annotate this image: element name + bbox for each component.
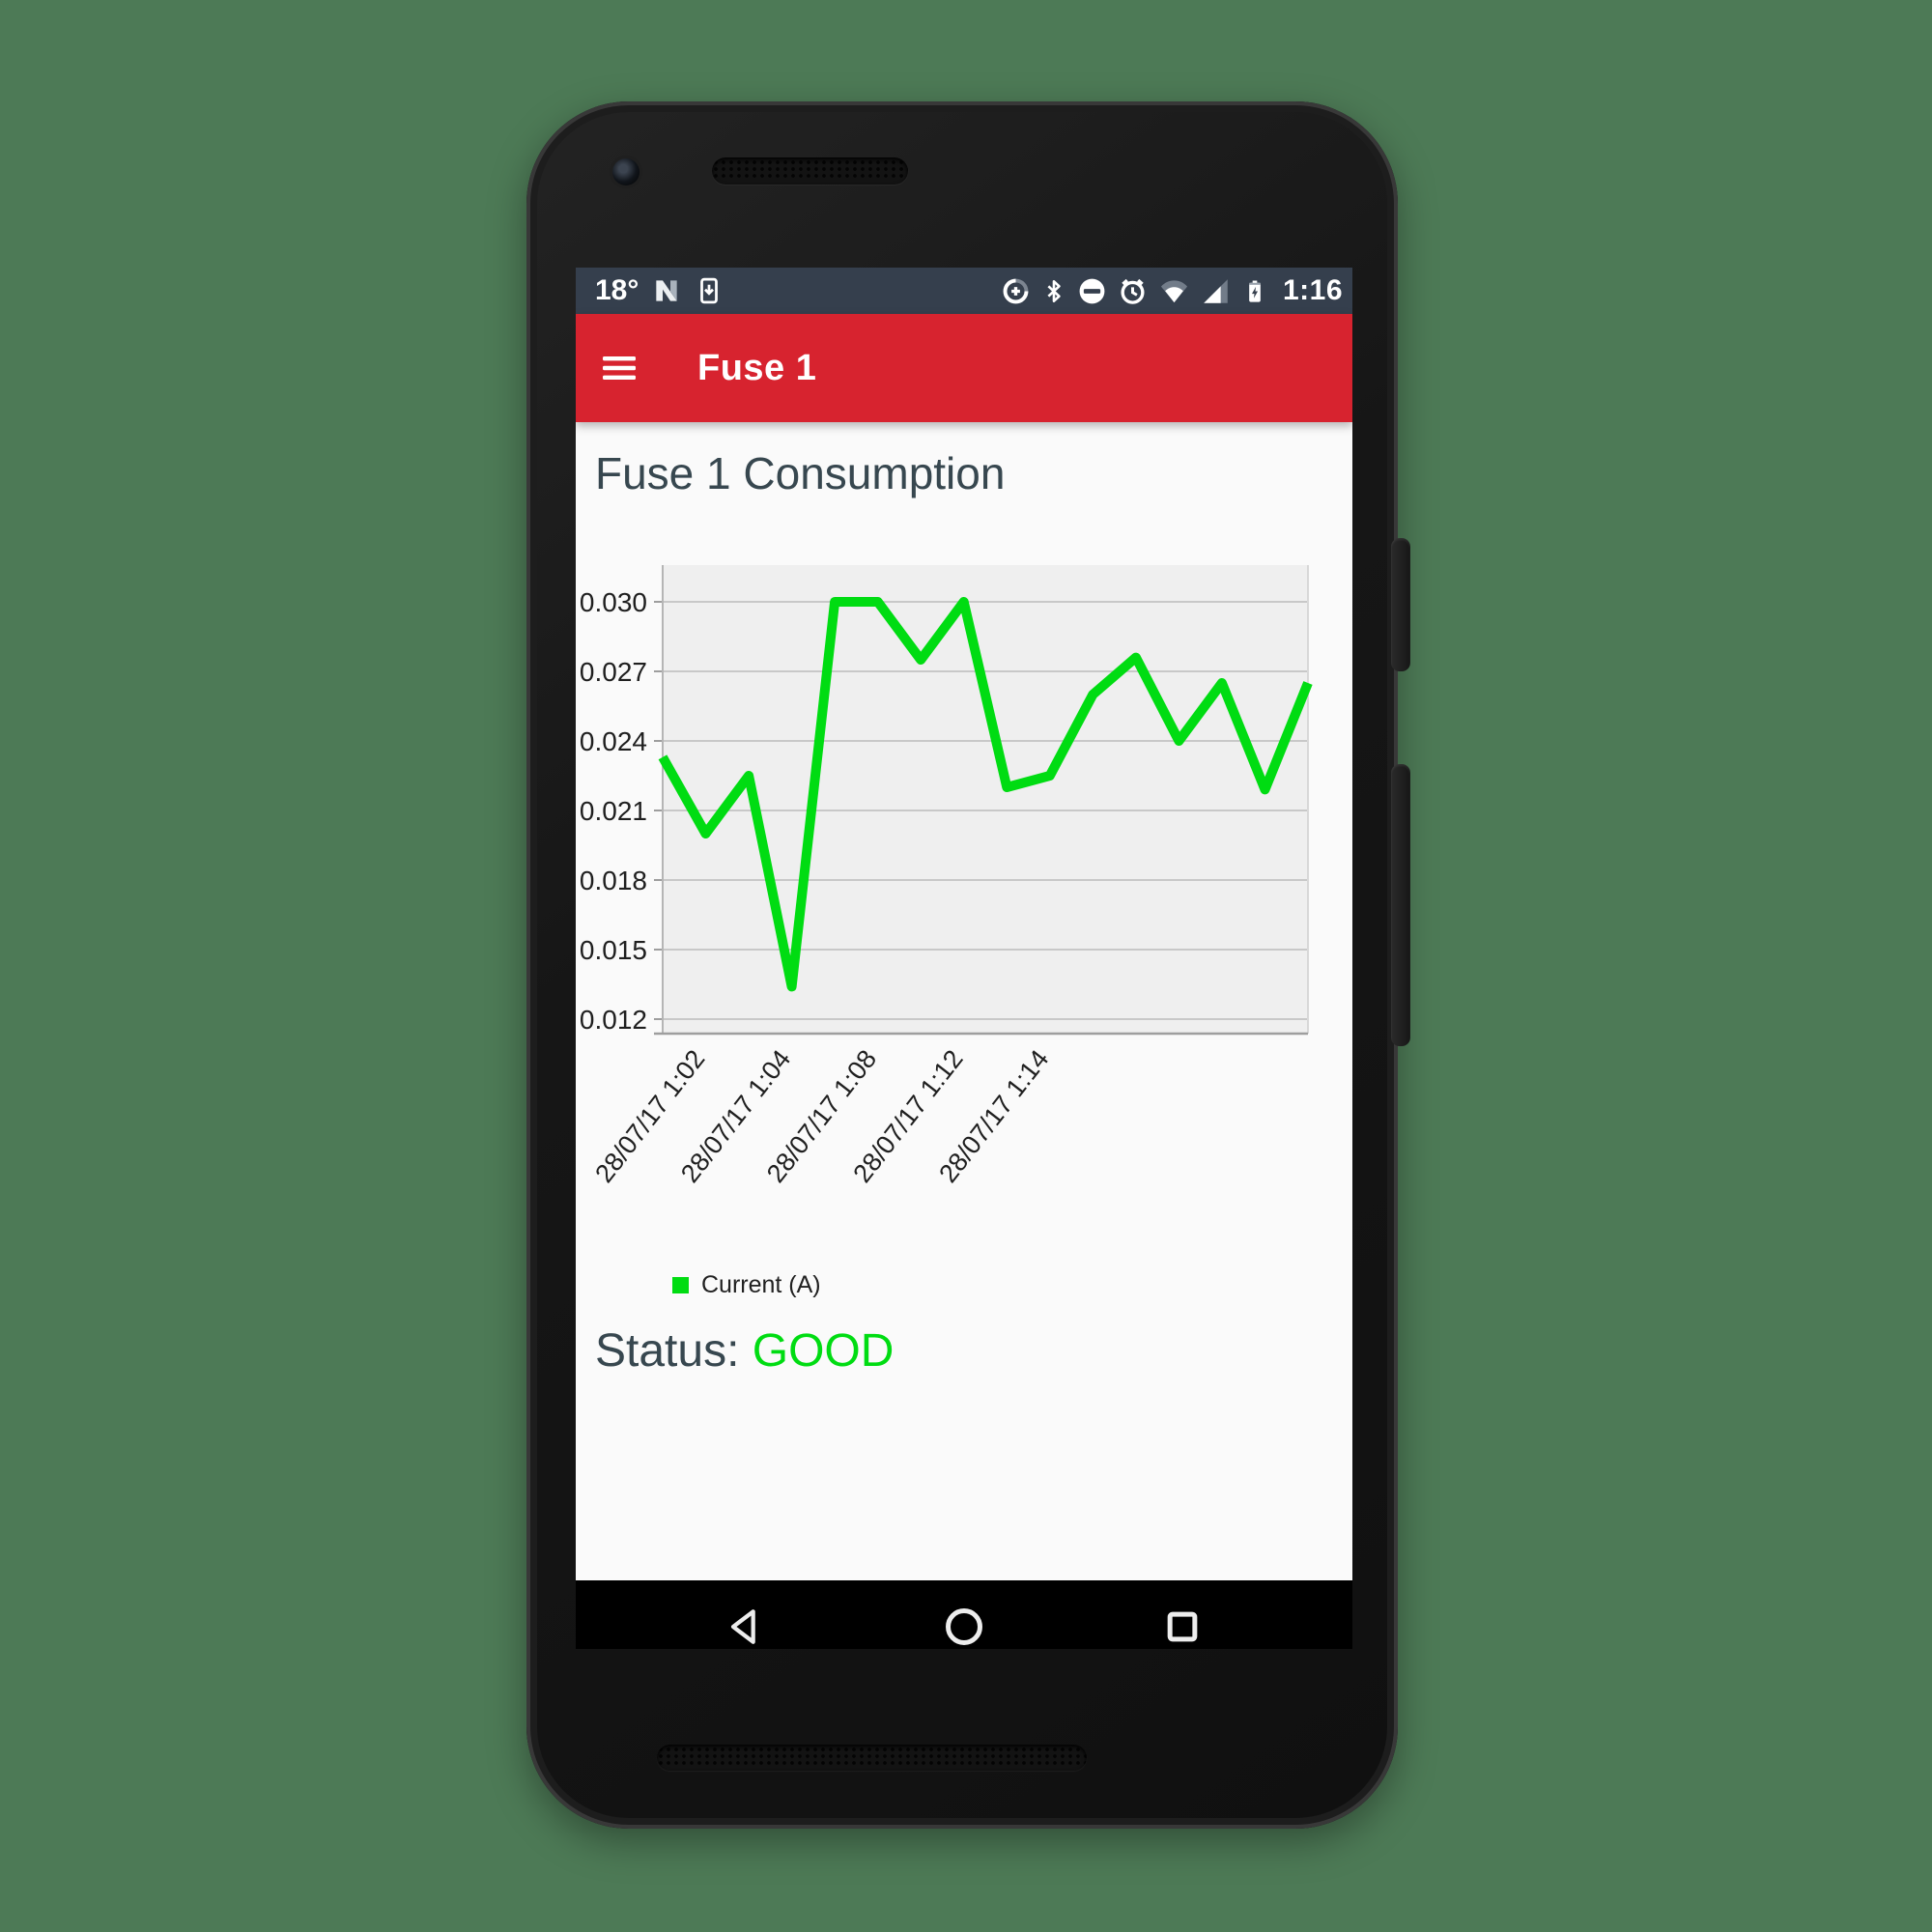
svg-text:0.018: 0.018 bbox=[580, 866, 647, 895]
status-bar-right: 1:16 bbox=[1001, 274, 1343, 307]
svg-text:0.024: 0.024 bbox=[580, 726, 647, 756]
bluetooth-icon bbox=[1041, 276, 1066, 306]
status-bar-left: 18° bbox=[595, 274, 724, 307]
page-title: Fuse 1 Consumption bbox=[595, 448, 1006, 498]
power-button[interactable] bbox=[1391, 538, 1410, 671]
legend-swatch bbox=[672, 1277, 689, 1293]
svg-text:0.030: 0.030 bbox=[580, 587, 647, 617]
phone-screen: 18° bbox=[576, 268, 1352, 1649]
back-icon[interactable] bbox=[723, 1604, 769, 1650]
android-nav-bar bbox=[576, 1580, 1352, 1649]
cell-signal-icon bbox=[1201, 276, 1231, 306]
status-value: GOOD bbox=[752, 1325, 895, 1377]
status-line: Status: GOOD bbox=[595, 1324, 1352, 1378]
content-area: Fuse 1 Consumption 0.012 0.015 0.018 0.021 0… bbox=[576, 445, 1352, 1580]
battery-charging-icon bbox=[1241, 275, 1268, 307]
system-update-download-icon bbox=[695, 275, 724, 306]
status-bar: 18° bbox=[576, 268, 1352, 314]
earpiece-speaker-grille bbox=[712, 157, 908, 185]
wifi-icon bbox=[1158, 276, 1190, 306]
hamburger-menu-icon[interactable] bbox=[597, 346, 641, 390]
svg-text:0.012: 0.012 bbox=[580, 1005, 647, 1035]
volume-rocker[interactable] bbox=[1391, 764, 1410, 1046]
clock-text: 1:16 bbox=[1282, 274, 1343, 306]
app-bar-title: Fuse 1 bbox=[697, 347, 817, 388]
consumption-chart: 0.012 0.015 0.018 0.021 0.024 0.027 0.030 28/07… bbox=[576, 565, 1352, 1188]
status-label: Status: bbox=[595, 1325, 753, 1377]
svg-text:0.021: 0.021 bbox=[580, 796, 647, 826]
svg-text:0.015: 0.015 bbox=[580, 935, 647, 965]
android-n-logo-icon bbox=[651, 275, 682, 306]
alarm-icon bbox=[1118, 276, 1148, 306]
home-icon[interactable] bbox=[941, 1604, 987, 1650]
recents-icon[interactable] bbox=[1159, 1604, 1206, 1650]
line-chart: 0.0120.0150.0180.0210.0240.0270.03028/07… bbox=[580, 565, 1313, 1188]
data-saver-icon bbox=[1001, 276, 1031, 306]
chart-legend: Current (A) bbox=[672, 1271, 1352, 1299]
svg-text:0.027: 0.027 bbox=[580, 657, 647, 687]
front-camera bbox=[612, 158, 639, 185]
do-not-disturb-icon bbox=[1077, 276, 1107, 306]
phone-frame: 18° bbox=[526, 101, 1410, 1829]
bottom-speaker-grille bbox=[657, 1745, 1087, 1771]
temperature-text: 18° bbox=[595, 274, 639, 306]
app-bar: Fuse 1 bbox=[576, 314, 1352, 422]
legend-label: Current (A) bbox=[701, 1271, 821, 1298]
